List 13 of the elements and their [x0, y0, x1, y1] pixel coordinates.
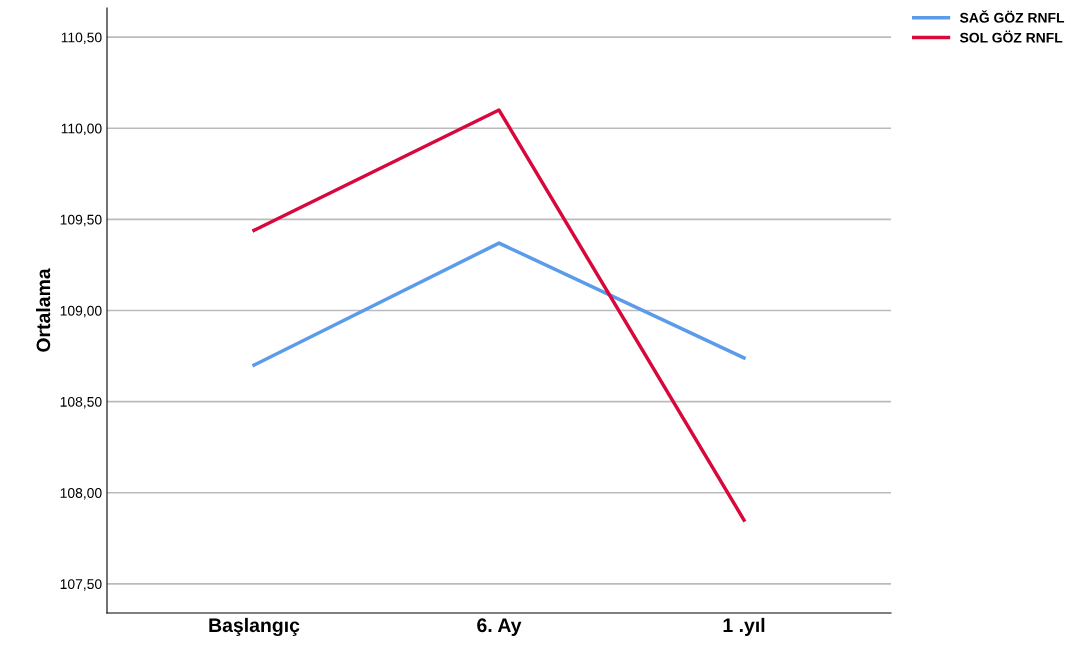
- y-tick-label: 109,50: [60, 214, 102, 227]
- legend-label: SOL GÖZ RNFL: [959, 30, 1063, 43]
- legend-label: SAĞ GÖZ RNFL: [959, 10, 1065, 23]
- y-axis-title: Ortalama: [35, 268, 51, 352]
- y-tick-label: 110,50: [61, 32, 102, 44]
- y-tick-label: 107,50: [60, 579, 102, 591]
- y-tick-label: 108,50: [60, 396, 102, 409]
- x-tick-label: Başlangıç: [209, 617, 300, 637]
- y-tick-label: 110,00: [61, 123, 102, 136]
- y-tick-label: 109,00: [60, 305, 102, 318]
- x-tick-label: 6. Ay: [477, 618, 522, 636]
- y-tick-label: 108,00: [60, 488, 102, 500]
- x-tick-label: 1 .yıl: [723, 617, 765, 636]
